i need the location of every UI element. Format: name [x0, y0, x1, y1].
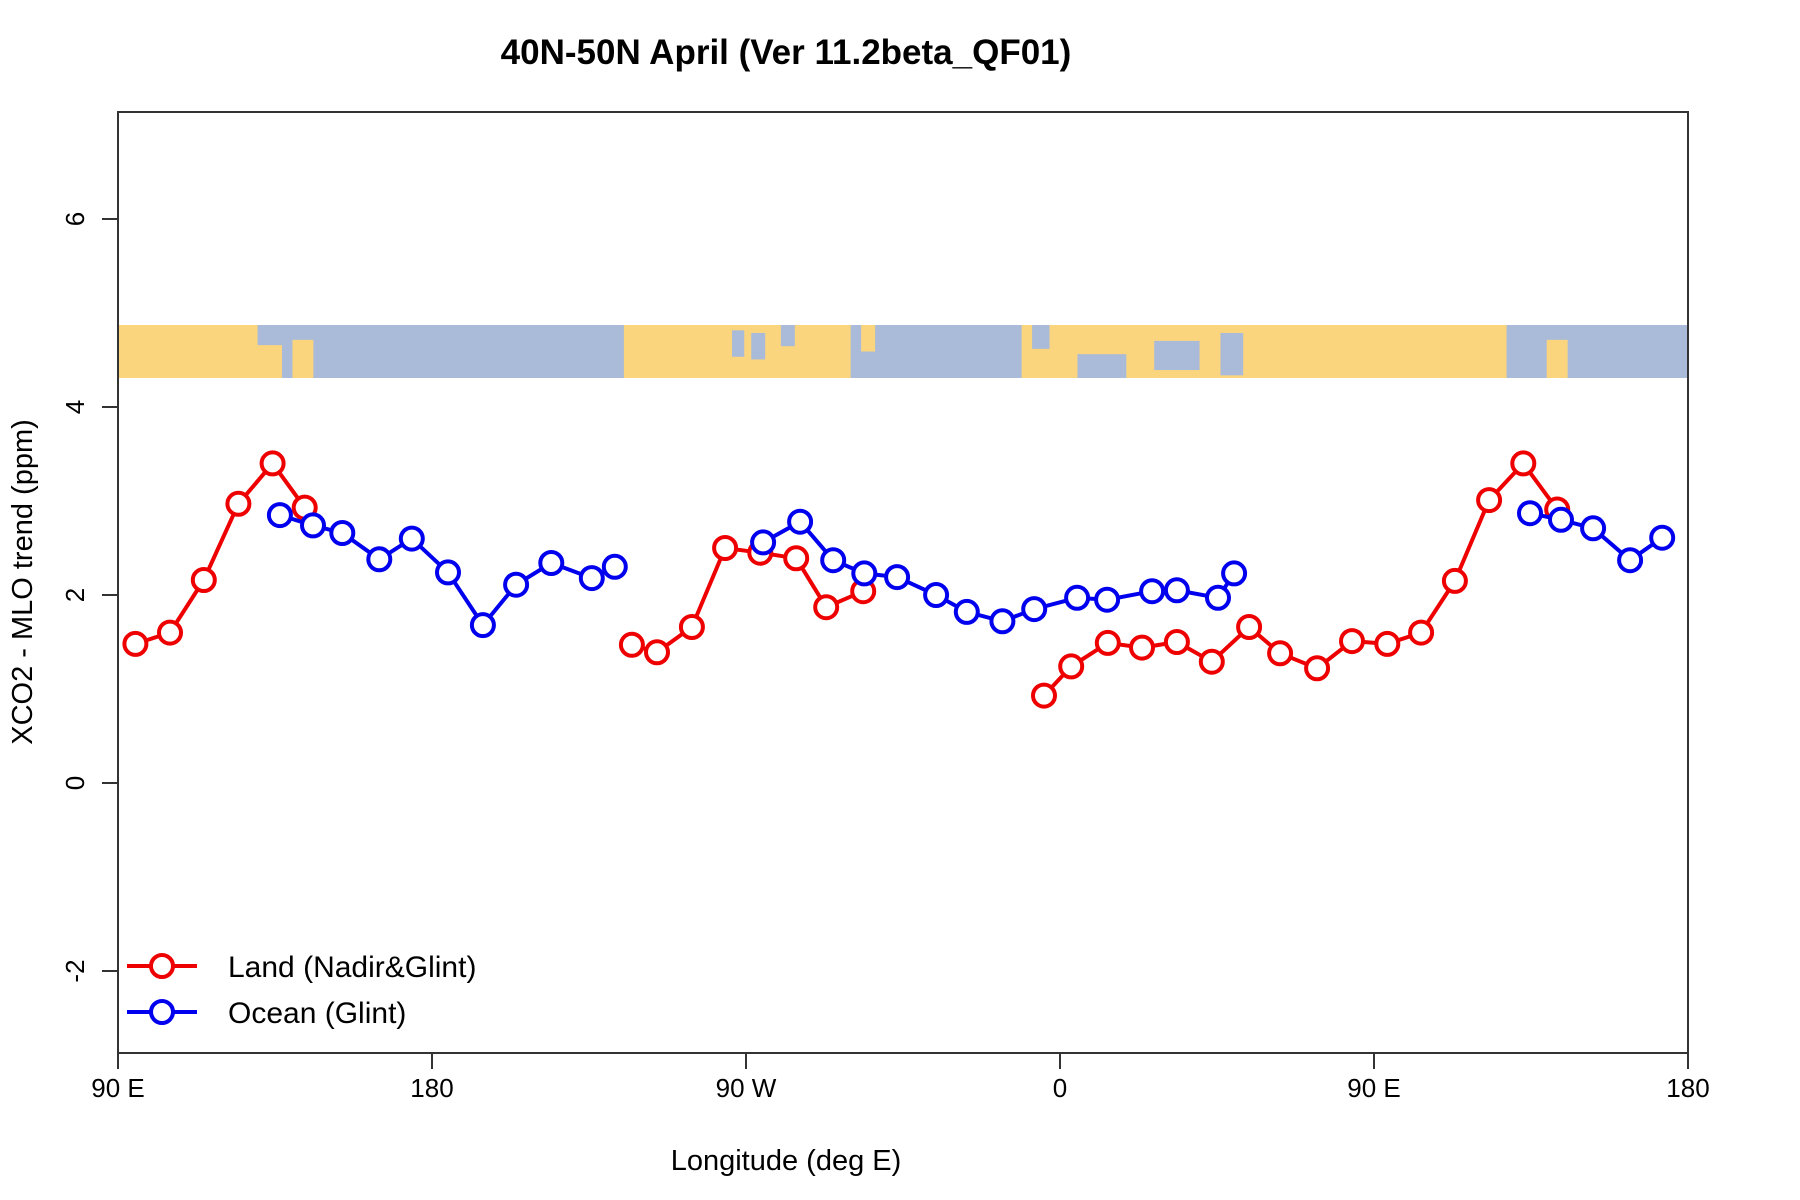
- land-series-line: [134, 460, 307, 646]
- map-strip-ocean-patch: [751, 332, 766, 360]
- ocean-data-point: [398, 525, 425, 552]
- data-series: [122, 450, 1676, 709]
- ocean-data-point: [989, 608, 1016, 635]
- ocean-data-point: [1221, 560, 1248, 587]
- ocean-data-point: [923, 582, 950, 608]
- y-tick-label: 6: [60, 212, 90, 226]
- land-data-point: [1339, 628, 1365, 655]
- map-strip-ocean-patch: [257, 325, 282, 346]
- map-strip-land-segment: [861, 325, 876, 352]
- land-data-point: [190, 567, 217, 593]
- land-data-point: [1198, 648, 1225, 675]
- land-data-point: [1058, 653, 1085, 680]
- legend-label-ocean: Ocean (Glint): [228, 997, 406, 1030]
- y-axis-label: XCO2 - MLO trend (ppm): [7, 419, 39, 745]
- legend-item-ocean: Ocean (Glint): [127, 997, 406, 1030]
- ocean-data-point: [953, 598, 980, 625]
- x-tick-label: 90 E: [1347, 1073, 1401, 1103]
- land-data-point: [1094, 629, 1121, 656]
- map-strip-ocean-patch: [1154, 340, 1200, 371]
- land-series-line: [1042, 460, 1559, 697]
- ocean-data-point: [1205, 584, 1231, 611]
- map-strip-ocean-patch: [732, 330, 745, 357]
- land-data-point: [1408, 619, 1435, 646]
- land-data-point: [1510, 450, 1537, 477]
- ocean-data-point: [1021, 596, 1048, 623]
- land-data-point: [813, 594, 840, 621]
- land-data-point: [157, 619, 183, 646]
- ocean-data-point: [884, 564, 911, 591]
- ocean-data-point: [1649, 524, 1676, 551]
- ocean-data-point: [469, 612, 496, 639]
- land-data-point: [1129, 634, 1155, 661]
- ocean-data-point: [820, 547, 847, 574]
- land-data-point: [259, 450, 286, 477]
- land-data-point: [1236, 614, 1263, 640]
- ocean-data-point: [578, 565, 605, 592]
- ocean-data-point: [1548, 506, 1574, 533]
- ocean-data-point: [1163, 577, 1190, 604]
- land-data-point: [1304, 655, 1331, 682]
- map-strip-ocean-patch: [780, 325, 795, 347]
- axes: 90 E 180 90 W 0 90 E 180 -2 0 2 4 6: [60, 111, 1710, 1103]
- land-data-point: [644, 639, 670, 666]
- land-data-point: [225, 490, 252, 517]
- ocean-data-point: [1064, 584, 1091, 611]
- map-strip-land-segment: [118, 325, 282, 378]
- map-strip-ocean-patch: [1077, 354, 1127, 378]
- land-data-point: [1031, 682, 1057, 709]
- land-data-point: [1476, 487, 1503, 514]
- land-data-point: [783, 545, 810, 572]
- ocean-data-point: [851, 560, 878, 587]
- ocean-data-point: [266, 502, 293, 529]
- land-data-point: [1374, 630, 1401, 657]
- y-tick-label: 2: [60, 588, 90, 602]
- y-tick-label: -2: [60, 959, 90, 982]
- land-data-point: [122, 630, 149, 657]
- world-map-strip: [118, 325, 1688, 378]
- ocean-data-point: [750, 529, 777, 556]
- legend-marker-land-icon: [149, 953, 175, 979]
- land-data-point: [618, 631, 645, 658]
- land-data-point: [1163, 629, 1190, 655]
- ocean-data-point: [1517, 500, 1543, 527]
- ocean-data-point: [366, 546, 393, 573]
- chart-title: 40N-50N April (Ver 11.2beta_QF01): [501, 33, 1072, 72]
- ocean-data-point: [503, 571, 530, 598]
- x-tick-label: 180: [410, 1073, 453, 1103]
- x-axis-label: Longitude (deg E): [671, 1145, 902, 1177]
- legend-marker-ocean-icon: [149, 999, 175, 1025]
- land-data-point: [1267, 640, 1294, 667]
- x-tick-label: 180: [1666, 1073, 1709, 1103]
- legend-label-land: Land (Nadir&Glint): [228, 951, 476, 984]
- land-data-point: [678, 614, 705, 640]
- ocean-data-point: [1617, 547, 1644, 574]
- ocean-data-point: [787, 508, 814, 535]
- ocean-data-point: [329, 520, 356, 546]
- ocean-data-point: [1094, 586, 1121, 613]
- ocean-data-point: [300, 512, 326, 539]
- map-strip-ocean-patch: [1032, 325, 1050, 349]
- y-tick-label: 4: [60, 400, 90, 414]
- y-tick-label: 0: [60, 776, 90, 790]
- ocean-data-point: [1139, 578, 1166, 605]
- ocean-data-point: [1580, 515, 1607, 542]
- land-data-point: [1441, 567, 1468, 594]
- x-tick-label: 90 W: [716, 1073, 777, 1103]
- ocean-data-point: [601, 553, 628, 580]
- map-strip-land-segment: [1546, 339, 1568, 378]
- legend-item-land: Land (Nadir&Glint): [127, 951, 476, 984]
- x-tick-label: 0: [1053, 1073, 1067, 1103]
- plot-box: [117, 111, 1689, 1054]
- land-data-point: [712, 535, 739, 561]
- ocean-data-point: [538, 550, 565, 576]
- map-strip-ocean-patch: [1220, 332, 1244, 376]
- map-strip-land-segment: [292, 339, 314, 378]
- ocean-data-point: [435, 559, 461, 586]
- x-tick-label: 90 E: [91, 1073, 145, 1103]
